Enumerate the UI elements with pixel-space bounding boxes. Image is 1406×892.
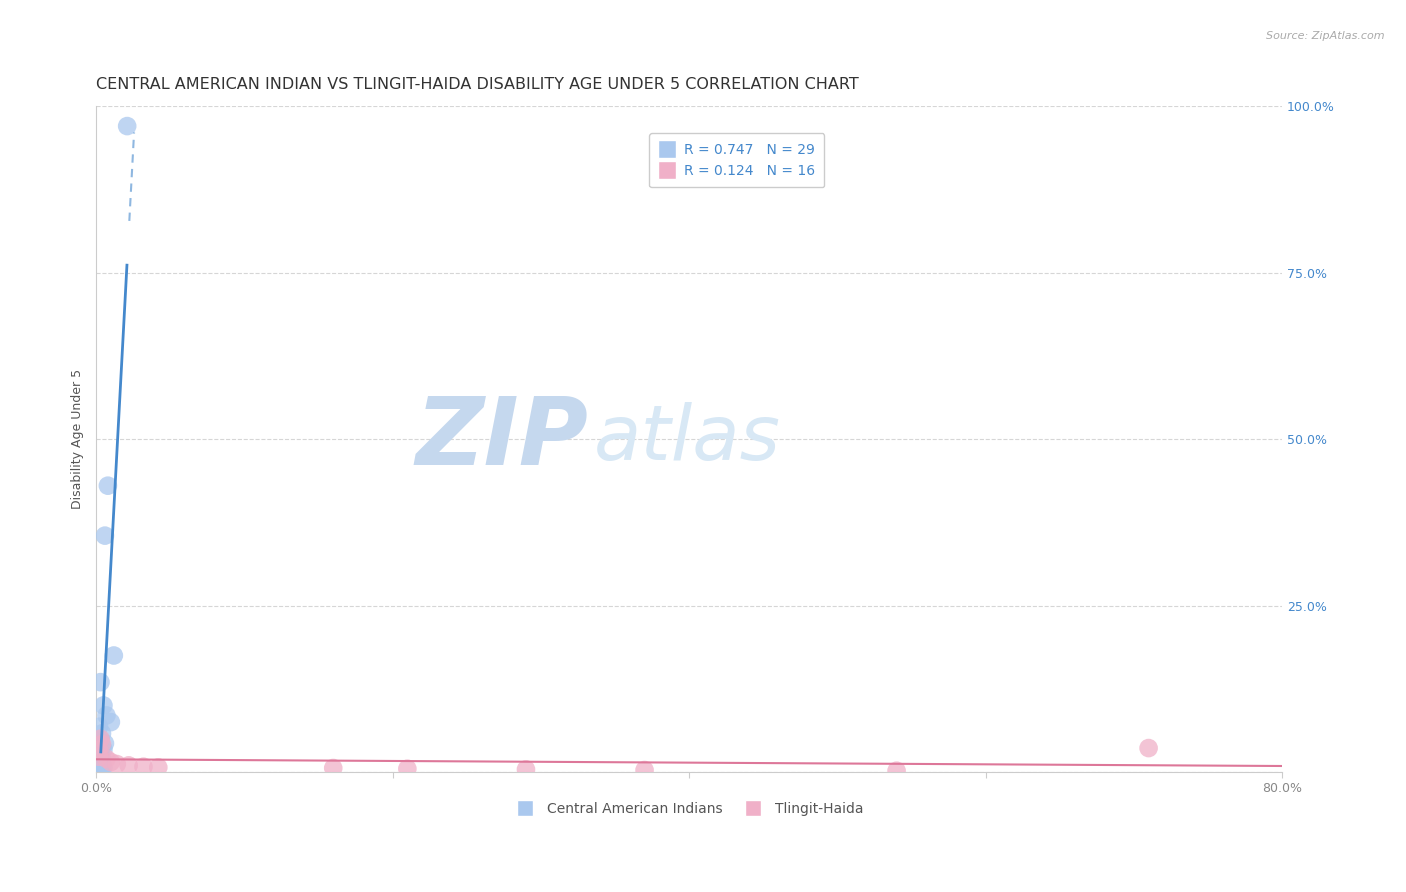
Point <box>103 648 125 663</box>
Point <box>93 742 115 756</box>
Text: ZIP: ZIP <box>415 393 588 485</box>
Point <box>515 763 537 777</box>
Point <box>91 737 114 751</box>
Point <box>86 764 108 778</box>
Text: CENTRAL AMERICAN INDIAN VS TLINGIT-HAIDA DISABILITY AGE UNDER 5 CORRELATION CHAR: CENTRAL AMERICAN INDIAN VS TLINGIT-HAIDA… <box>96 78 859 93</box>
Point <box>87 745 110 759</box>
Point <box>87 763 110 777</box>
Point <box>118 758 141 772</box>
Point <box>100 715 122 730</box>
Point <box>89 755 111 769</box>
Point <box>91 759 114 773</box>
Point <box>93 760 115 774</box>
Point <box>87 720 110 734</box>
Point <box>87 763 110 777</box>
Point <box>115 119 138 133</box>
Point <box>91 752 114 766</box>
Point <box>89 762 111 776</box>
Y-axis label: Disability Age Under 5: Disability Age Under 5 <box>72 369 84 509</box>
Point <box>105 757 128 772</box>
Point <box>100 755 122 769</box>
Point <box>91 764 114 779</box>
Point <box>97 478 120 492</box>
Point <box>89 757 111 772</box>
Point <box>93 698 115 713</box>
Point <box>96 752 118 766</box>
Point <box>94 736 117 750</box>
Point <box>886 764 908 778</box>
Point <box>89 733 111 747</box>
Point <box>396 762 419 776</box>
Point <box>633 763 655 777</box>
Point <box>89 764 111 779</box>
Point <box>87 743 110 757</box>
Point <box>87 749 110 764</box>
Point <box>132 760 155 774</box>
Point <box>89 675 111 690</box>
Legend: Central American Indians, Tlingit-Haida: Central American Indians, Tlingit-Haida <box>509 797 869 822</box>
Point <box>94 528 117 542</box>
Point <box>89 731 111 746</box>
Point <box>91 739 114 754</box>
Text: Source: ZipAtlas.com: Source: ZipAtlas.com <box>1267 31 1385 41</box>
Point <box>87 756 110 771</box>
Point <box>322 761 344 775</box>
Text: atlas: atlas <box>595 402 782 476</box>
Point <box>91 726 114 740</box>
Point <box>1137 741 1160 756</box>
Point <box>148 760 170 774</box>
Point <box>87 750 110 764</box>
Point <box>89 747 111 762</box>
Point <box>96 708 118 723</box>
